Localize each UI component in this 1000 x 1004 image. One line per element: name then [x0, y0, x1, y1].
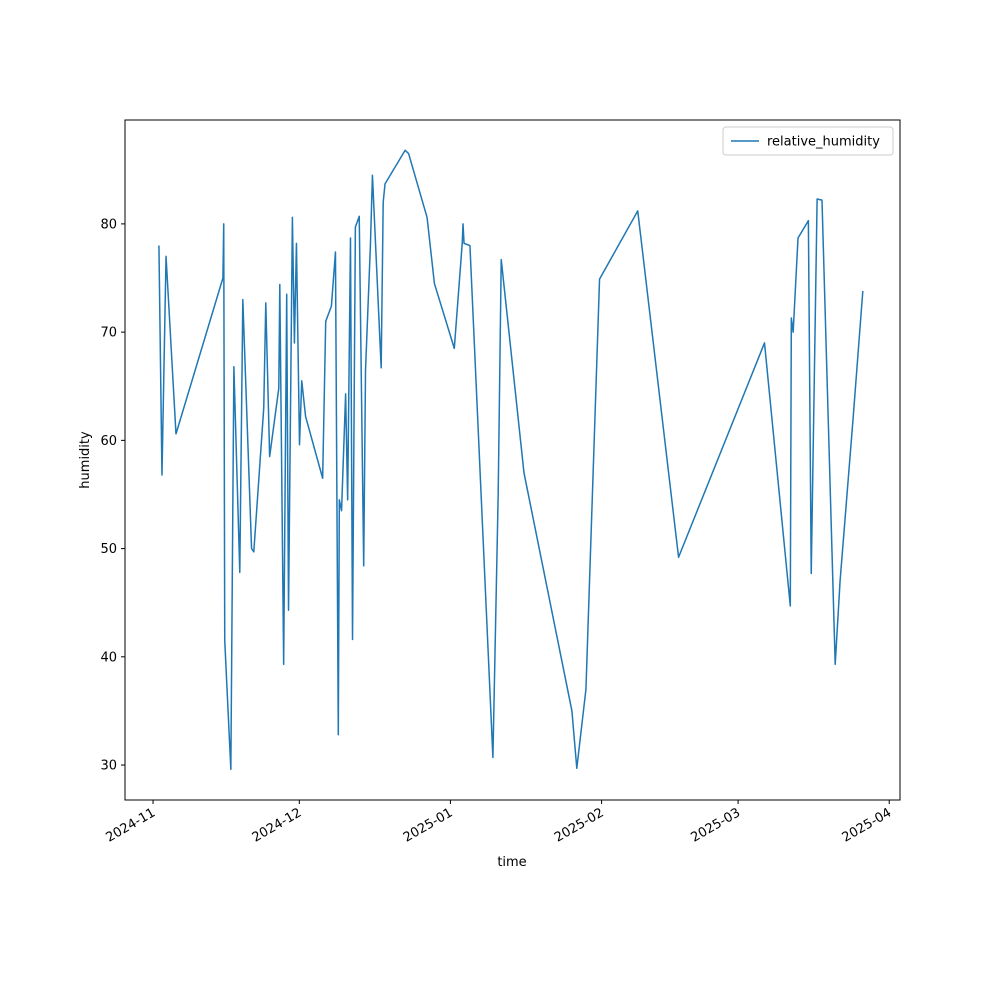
y-tick-label: 60	[100, 434, 117, 449]
x-tick-label: 2025-02	[552, 805, 607, 845]
y-tick-label: 30	[100, 759, 117, 774]
y-tick-label: 80	[100, 217, 117, 232]
x-tick-label: 2025-01	[401, 805, 456, 845]
y-tick-label: 40	[100, 650, 117, 665]
x-tick-label: 2025-04	[840, 805, 895, 845]
data-line	[158, 149, 864, 771]
x-tick-label: 2024-11	[103, 805, 158, 845]
legend-label: relative_humidity	[767, 135, 880, 150]
x-tick-label: 2024-12	[250, 805, 305, 845]
plot-frame	[124, 119, 901, 801]
legend-box	[722, 126, 894, 156]
x-tick-label: 2025-03	[689, 805, 744, 845]
y-tick-label: 70	[100, 326, 117, 341]
x-axis-label: time	[497, 855, 526, 870]
y-tick-label: 50	[100, 542, 117, 557]
y-axis-label: humidity	[78, 431, 93, 489]
